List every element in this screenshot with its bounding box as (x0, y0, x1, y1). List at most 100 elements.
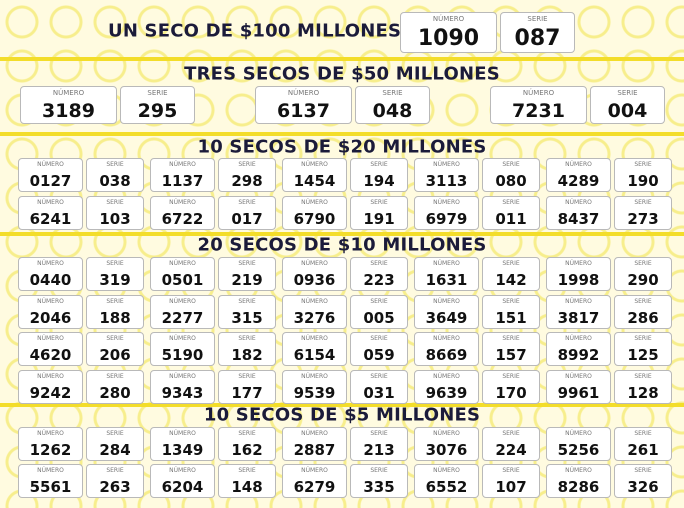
ticket-number-box: NÚMERO 8992 (546, 332, 611, 366)
series-label: SERIE (370, 161, 388, 168)
ticket-series-box: SERIE 319 (86, 257, 144, 291)
series-label: SERIE (382, 89, 403, 97)
ticket-series: 151 (495, 308, 527, 327)
series-label: SERIE (502, 467, 520, 474)
number-label: NÚMERO (37, 372, 64, 380)
ticket-series-box: SERIE 326 (614, 464, 672, 498)
series-label: SERIE (370, 467, 388, 474)
ticket-series: 224 (495, 441, 527, 459)
ticket-number: 3817 (557, 308, 600, 327)
ticket-series-box: SERIE 170 (482, 369, 540, 404)
ticket-number-box: NÚMERO 1262 (18, 427, 83, 461)
ticket-series: 326 (627, 478, 659, 496)
number-label: NÚMERO (301, 467, 328, 474)
section-title: 10 SECOS DE $20 MILLONES (197, 136, 487, 158)
ticket-number-box: NÚMERO 9539 (282, 369, 347, 404)
number-label: NÚMERO (433, 161, 460, 168)
ticket-number-box: NÚMERO 6204 (150, 464, 215, 498)
ticket-number: 6154 (293, 346, 336, 364)
ticket-series-box: SERIE 004 (590, 86, 665, 124)
number-label: NÚMERO (52, 89, 85, 97)
ticket-number-box: NÚMERO 5190 (150, 332, 215, 366)
number-label: NÚMERO (433, 260, 460, 267)
ticket-series: 295 (137, 100, 178, 122)
series-label: SERIE (106, 467, 124, 474)
series-label: SERIE (106, 199, 124, 206)
ticket-series: 182 (231, 346, 263, 364)
ticket-number: 4289 (557, 172, 600, 190)
ticket-number-box: NÚMERO 2887 (282, 427, 347, 461)
ticket-number-box: NÚMERO 9639 (414, 369, 479, 404)
ticket-series-box: SERIE 151 (482, 294, 540, 329)
ticket-number-box: NÚMERO 1349 (150, 427, 215, 461)
section-title: 20 SECOS DE $10 MILLONES (197, 234, 487, 256)
number-label: NÚMERO (433, 430, 460, 437)
number-label: NÚMERO (301, 335, 328, 342)
ticket-series-box: SERIE 191 (350, 196, 408, 230)
number-label: NÚMERO (565, 260, 592, 267)
series-label: SERIE (238, 199, 256, 206)
ticket-number-box: NÚMERO 6241 (18, 196, 83, 230)
number-label: NÚMERO (287, 89, 320, 97)
ticket-series-box: SERIE 128 (614, 369, 672, 404)
ticket-number-box: NÚMERO 6552 (414, 464, 479, 498)
ticket-series-box: SERIE 273 (614, 196, 672, 230)
ticket-number: 6137 (277, 100, 330, 122)
ticket-number: 6722 (161, 210, 204, 228)
ticket-series-box: SERIE 295 (120, 86, 195, 124)
ticket-series: 103 (99, 210, 131, 228)
ticket-series: 263 (99, 478, 131, 496)
number-label: NÚMERO (565, 467, 592, 474)
series-label: SERIE (238, 260, 256, 267)
ticket-series-box: SERIE 048 (355, 86, 430, 124)
ticket-number-box: NÚMERO 1137 (150, 158, 215, 192)
series-label: SERIE (238, 297, 256, 305)
divider (0, 132, 684, 136)
number-label: NÚMERO (169, 430, 196, 437)
ticket-series-box: SERIE 263 (86, 464, 144, 498)
ticket-number-box: NÚMERO 0127 (18, 158, 83, 192)
ticket-series-box: SERIE 125 (614, 332, 672, 366)
number-label: NÚMERO (169, 335, 196, 342)
ticket-series: 107 (495, 478, 527, 496)
ticket-series: 190 (627, 172, 659, 190)
ticket-series: 223 (363, 271, 395, 289)
ticket-number-box: NÚMERO 0501 (150, 257, 215, 291)
ticket-series: 048 (372, 100, 413, 122)
ticket-series-box: SERIE 298 (218, 158, 276, 192)
ticket-number: 9539 (293, 383, 336, 402)
ticket-number-box: NÚMERO 2277 (150, 294, 215, 329)
ticket-series-box: SERIE 284 (86, 427, 144, 461)
number-label: NÚMERO (432, 15, 465, 23)
ticket-series-box: SERIE 107 (482, 464, 540, 498)
ticket-number-box: NÚMERO 6790 (282, 196, 347, 230)
ticket-number-box: NÚMERO 6279 (282, 464, 347, 498)
ticket-number: 1998 (557, 271, 600, 289)
number-label: NÚMERO (37, 335, 64, 342)
ticket-number: 0440 (29, 271, 72, 289)
number-label: NÚMERO (37, 297, 64, 305)
series-label: SERIE (238, 161, 256, 168)
ticket-number: 3113 (425, 172, 468, 190)
ticket-number: 9242 (29, 383, 72, 402)
ticket-series-box: SERIE 335 (350, 464, 408, 498)
ticket-series-box: SERIE 148 (218, 464, 276, 498)
number-label: NÚMERO (301, 161, 328, 168)
ticket-number-box: NÚMERO 6154 (282, 332, 347, 366)
ticket-series: 170 (495, 383, 527, 402)
ticket-number-box: NÚMERO 3649 (414, 294, 479, 329)
ticket-series-box: SERIE 219 (218, 257, 276, 291)
series-label: SERIE (370, 372, 388, 380)
ticket-number: 2277 (161, 308, 204, 327)
number-label: NÚMERO (301, 199, 328, 206)
ticket-series-box: SERIE 190 (614, 158, 672, 192)
number-label: NÚMERO (169, 297, 196, 305)
ticket-number: 6552 (425, 478, 468, 496)
ticket-series: 290 (627, 271, 659, 289)
series-label: SERIE (106, 372, 124, 380)
series-label: SERIE (502, 199, 520, 206)
number-label: NÚMERO (37, 260, 64, 267)
ticket-number-box: NÚMERO 1454 (282, 158, 347, 192)
ticket-series: 157 (495, 346, 527, 364)
ticket-series: 191 (363, 210, 395, 228)
